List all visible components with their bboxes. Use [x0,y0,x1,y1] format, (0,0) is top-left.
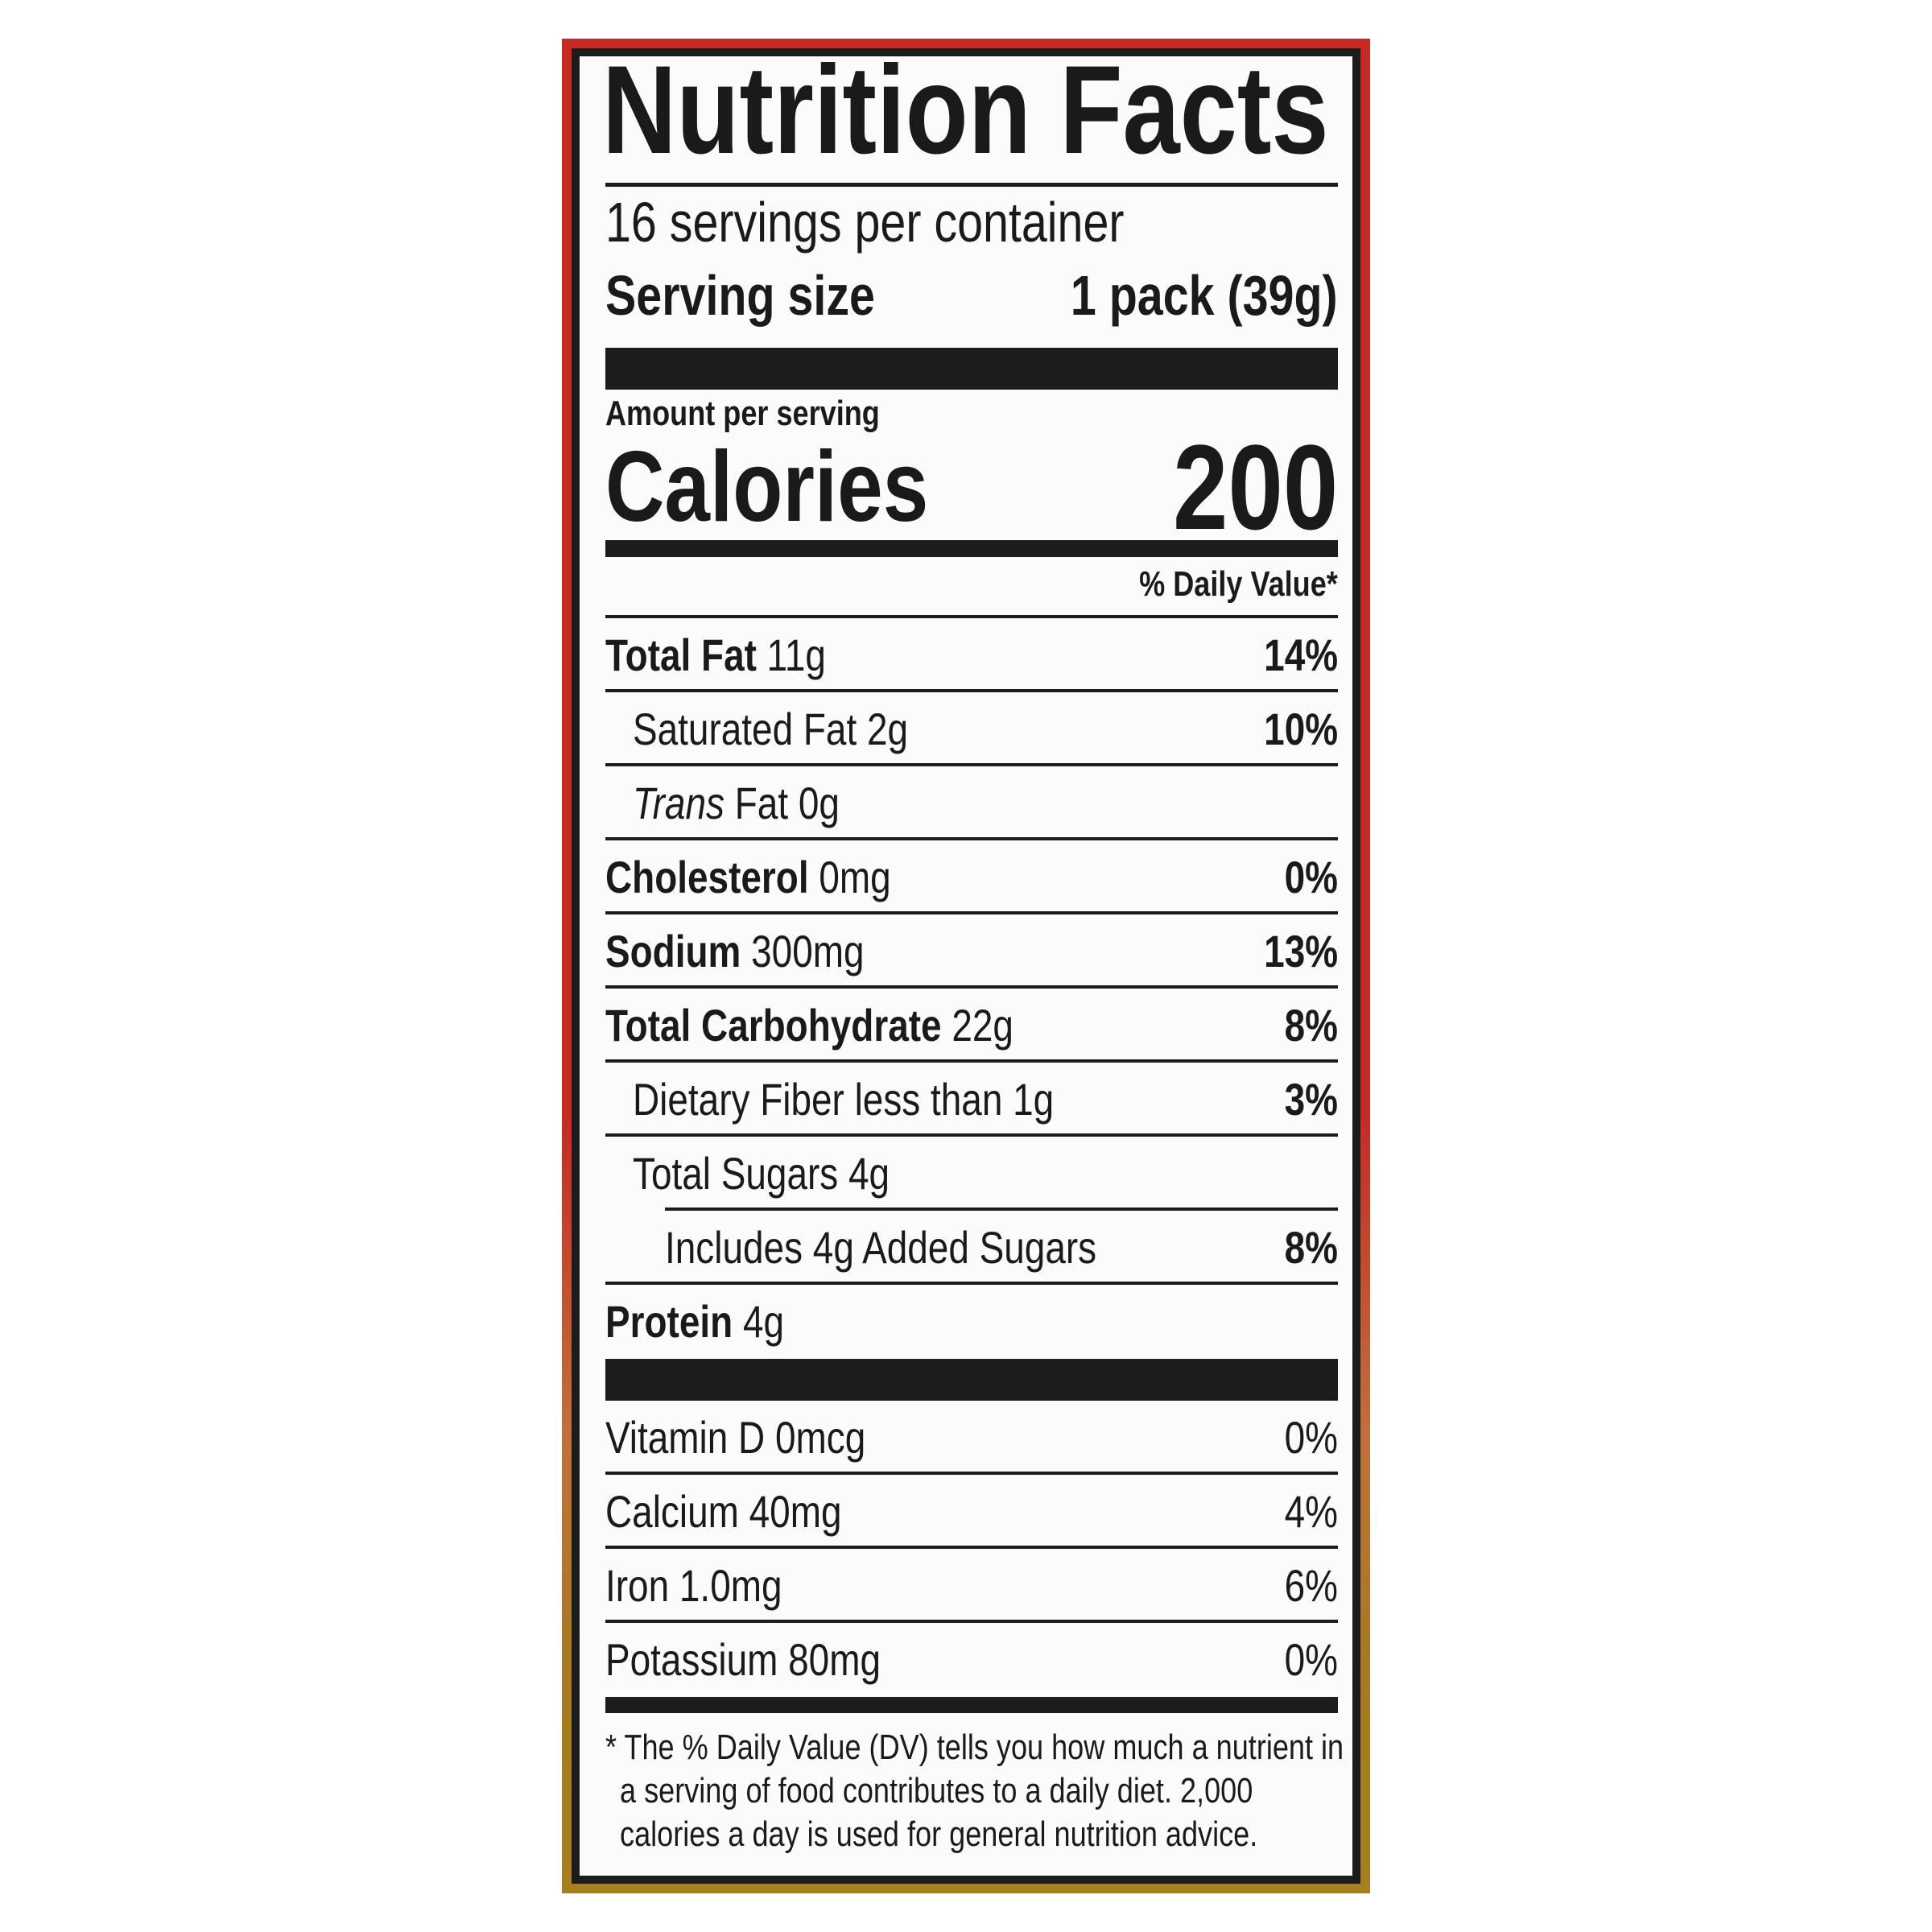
amount-per-serving: Amount per serving [605,394,880,433]
nutrient-row: Total Carbohydrate 22g 8% [605,989,1338,1063]
serving-size: Serving size 1 pack (39g) [605,263,1338,328]
label-frame: Nutrition Facts 16 servings per containe… [562,39,1370,1893]
nutrient-row: Cholesterol 0mg 0% [605,840,1338,914]
nutrient-amount: 0mg [819,852,891,902]
vitamin-daily-value: 0% [1284,1634,1338,1685]
row-divider [605,1133,1338,1137]
divider [605,615,1338,618]
nutrient-name: Protein [605,1296,733,1347]
row-divider [605,1472,1338,1475]
nutrient-name: Cholesterol [605,852,809,902]
nutrient-daily-value: 8% [1284,1222,1338,1273]
calories-value: 200 [1172,419,1338,555]
nutrient-daily-value: 0% [1284,852,1338,902]
row-divider [605,911,1338,914]
nutrient-amount: 300mg [751,926,865,976]
nutrient-row: Protein 4g [605,1285,1338,1359]
nutrient-amount: 4g [742,1296,785,1347]
nutrient-amount: Fat 0g [734,778,840,828]
nutrient-name: Total Sugars [633,1148,839,1199]
thick-divider [605,348,1338,390]
nutrient-name: Sodium [605,926,741,976]
vitamin-row: Vitamin D 0mcg 0% [605,1401,1338,1475]
row-divider [605,985,1338,989]
vitamin-row: Iron 1.0mg 6% [605,1549,1338,1623]
nutrient-row: Trans Fat 0g [605,766,1338,840]
label-border: Nutrition Facts 16 servings per containe… [572,48,1360,1884]
daily-value-header: % Daily Value* [1139,564,1338,604]
nutrition-facts-panel: Nutrition Facts 16 servings per containe… [580,56,1352,1876]
vitamin-name: Calcium [605,1486,739,1537]
nutrient-amount: 4g [848,1148,890,1199]
nutrient-row: Total Fat 11g 14% [605,618,1338,692]
nutrient-name: Saturated Fat [633,704,857,754]
divider [605,183,1338,187]
medium-divider [605,1697,1338,1713]
nutrient-row: Includes 4g Added Sugars 8% [605,1211,1338,1285]
vitamin-amount: 0mcg [774,1412,866,1463]
nutrient-name: Dietary Fiber [633,1074,844,1125]
servings-per-container: 16 servings per container [605,191,1125,254]
nutrient-list: Total Fat 11g 14% Saturated Fat 2g 10% T… [605,618,1338,1713]
vitamin-amount: 80mg [788,1634,881,1685]
vitamin-amount: 1.0mg [679,1560,782,1611]
row-divider [605,1059,1338,1063]
medium-divider [605,540,1338,557]
nutrient-name: Trans [633,778,724,828]
thick-divider [605,1359,1338,1401]
vitamin-daily-value: 4% [1284,1486,1338,1537]
vitamin-daily-value: 6% [1284,1560,1338,1611]
nutrient-row: Total Sugars 4g [605,1137,1338,1211]
nutrient-row: Dietary Fiber less than 1g 3% [605,1063,1338,1137]
nutrient-name: Includes 4g Added Sugars [665,1222,1097,1273]
row-divider [605,1282,1338,1285]
vitamin-daily-value: 0% [1284,1412,1338,1463]
vitamin-name: Potassium [605,1634,778,1685]
vitamin-name: Iron [605,1560,670,1611]
row-divider [665,1208,1338,1211]
nutrient-row: Sodium 300mg 13% [605,914,1338,989]
row-divider [605,763,1338,766]
row-divider [605,837,1338,840]
vitamin-row: Calcium 40mg 4% [605,1475,1338,1549]
serving-size-value: 1 pack (39g) [1071,264,1338,327]
nutrient-daily-value: 10% [1264,704,1338,754]
serving-size-label: Serving size [605,264,875,327]
nutrient-amount: less than 1g [854,1074,1055,1125]
vitamin-name: Vitamin D [605,1412,766,1463]
nutrient-amount: 22g [952,1000,1013,1051]
calories-label: Calories [605,431,929,543]
nutrient-name: Total Carbohydrate [605,1000,942,1051]
nutrient-daily-value: 13% [1264,926,1338,976]
row-divider [605,1546,1338,1549]
nutrient-name: Total Fat [605,630,757,680]
nutrient-daily-value: 3% [1284,1074,1338,1125]
calories-row: Calories 200 [605,419,1338,555]
vitamin-row: Potassium 80mg 0% [605,1623,1338,1697]
nutrient-daily-value: 8% [1284,1000,1338,1051]
footnote: * The % Daily Value (DV) tells you how m… [605,1728,1344,1854]
vitamin-amount: 40mg [749,1486,842,1537]
nutrient-amount: 2g [866,704,909,754]
nutrient-row: Saturated Fat 2g 10% [605,692,1338,766]
nutrient-daily-value: 14% [1264,630,1338,680]
title: Nutrition Facts [602,56,1329,180]
row-divider [605,1620,1338,1623]
row-divider [605,689,1338,692]
nutrient-amount: 11g [766,630,826,680]
